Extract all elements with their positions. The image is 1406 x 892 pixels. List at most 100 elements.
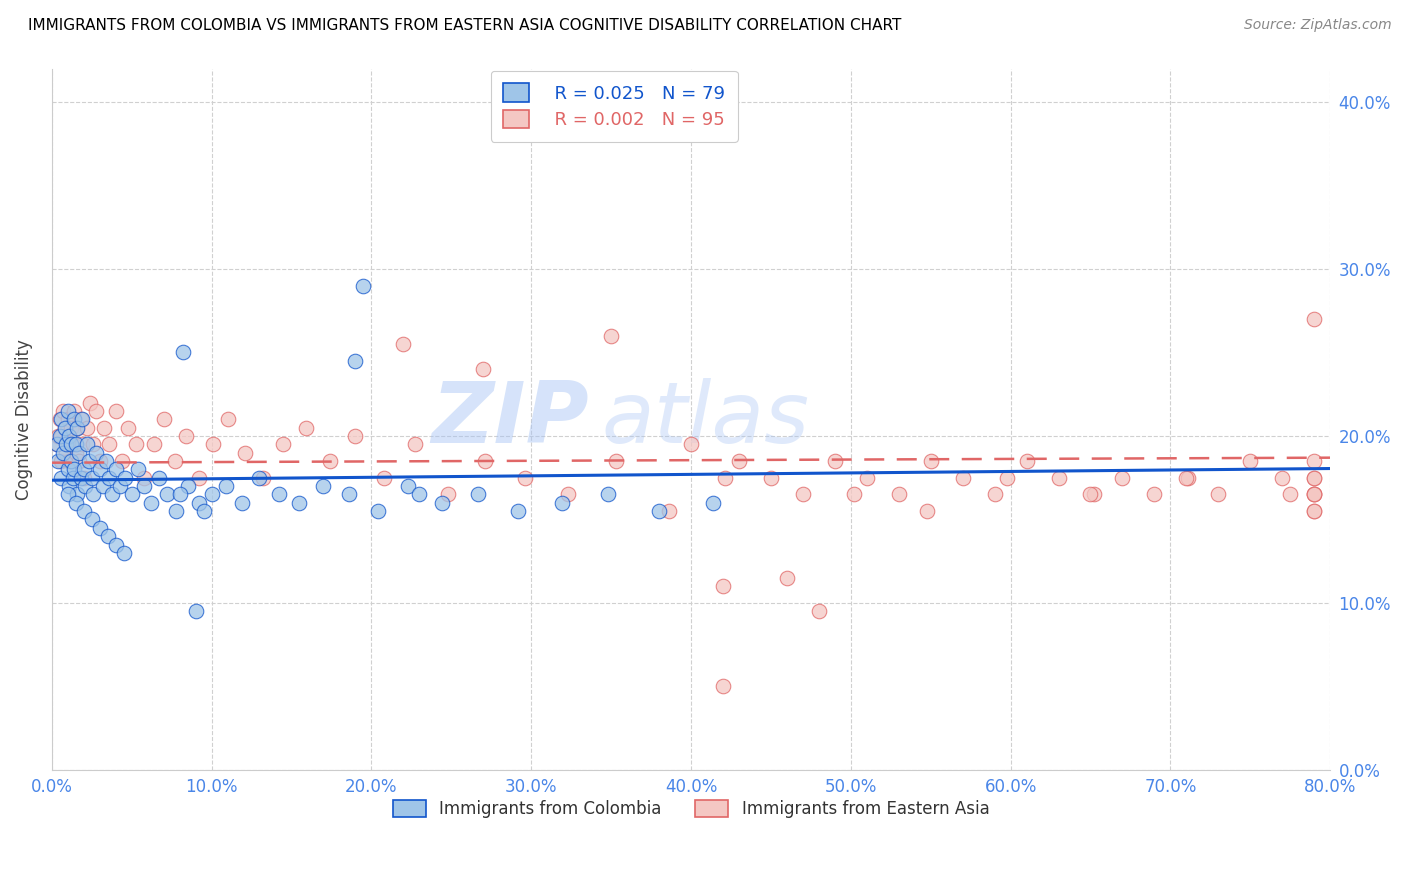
Point [51, 454, 73, 468]
Point [93, 420, 115, 434]
Point [98, 471, 121, 485]
Point [111, 454, 134, 468]
Point [86, 445, 108, 459]
Point [66, 487, 89, 501]
Point [77, 454, 100, 468]
Point [176, 479, 198, 493]
Point [396, 479, 419, 493]
Point [1239, 454, 1261, 468]
Y-axis label: Cognitive Disability: Cognitive Disability [15, 339, 32, 500]
Point [605, 454, 627, 468]
Point [193, 504, 215, 518]
Point [69, 471, 91, 485]
Point [344, 353, 367, 368]
Point [184, 604, 207, 618]
Point [56, 412, 79, 426]
Point [249, 471, 271, 485]
Point [679, 437, 702, 451]
Point [46, 429, 69, 443]
Point [711, 579, 734, 593]
Point [55, 445, 77, 459]
Point [45, 437, 67, 451]
Point [63, 412, 86, 426]
Point [76, 420, 98, 434]
Point [62, 471, 84, 485]
Point [1047, 471, 1070, 485]
Point [121, 487, 143, 501]
Point [1177, 471, 1199, 485]
Point [1303, 487, 1326, 501]
Point [233, 445, 256, 459]
Point [550, 496, 572, 510]
Point [1303, 487, 1326, 501]
Point [165, 504, 187, 518]
Point [67, 454, 90, 468]
Point [76, 437, 98, 451]
Point [231, 496, 253, 510]
Point [267, 487, 290, 501]
Point [48, 429, 70, 443]
Point [65, 496, 87, 510]
Point [156, 487, 179, 501]
Point [187, 471, 209, 485]
Point [648, 504, 671, 518]
Point [344, 429, 367, 443]
Point [63, 462, 86, 476]
Point [1175, 471, 1198, 485]
Point [82, 487, 104, 501]
Point [56, 462, 79, 476]
Point [114, 471, 136, 485]
Point [169, 487, 191, 501]
Point [319, 454, 342, 468]
Point [70, 412, 93, 426]
Point [56, 487, 79, 501]
Text: ZIP: ZIP [432, 377, 589, 461]
Point [295, 420, 318, 434]
Point [1080, 487, 1102, 501]
Point [134, 471, 156, 485]
Point [56, 404, 79, 418]
Point [408, 487, 430, 501]
Point [1279, 487, 1302, 501]
Point [79, 395, 101, 409]
Point [89, 462, 111, 476]
Point [89, 454, 111, 468]
Point [73, 471, 96, 485]
Point [63, 404, 86, 418]
Point [66, 420, 89, 434]
Point [1303, 312, 1326, 326]
Point [596, 487, 619, 501]
Point [56, 437, 79, 451]
Point [55, 437, 77, 451]
Point [855, 471, 877, 485]
Point [59, 437, 82, 451]
Point [1015, 454, 1038, 468]
Point [920, 454, 942, 468]
Point [842, 487, 865, 501]
Point [53, 420, 76, 434]
Point [98, 437, 121, 451]
Point [127, 462, 149, 476]
Point [152, 412, 174, 426]
Point [217, 412, 239, 426]
Point [702, 496, 724, 510]
Point [94, 454, 117, 468]
Point [1303, 504, 1326, 518]
Point [75, 479, 97, 493]
Point [367, 504, 389, 518]
Point [52, 404, 75, 418]
Point [200, 487, 222, 501]
Point [67, 445, 90, 459]
Point [80, 471, 103, 485]
Point [104, 404, 127, 418]
Point [58, 479, 80, 493]
Point [172, 345, 194, 359]
Point [1303, 504, 1326, 518]
Point [45, 437, 67, 451]
Point [1271, 471, 1294, 485]
Point [66, 420, 89, 434]
Point [1083, 487, 1105, 501]
Point [1208, 487, 1230, 501]
Point [917, 504, 939, 518]
Point [104, 462, 127, 476]
